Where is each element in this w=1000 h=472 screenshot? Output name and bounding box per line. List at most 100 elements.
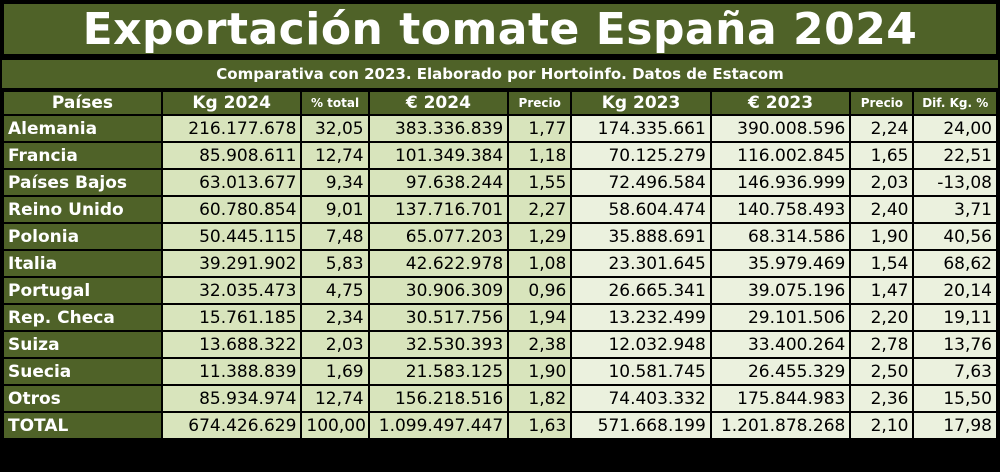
pct-total-cell: 2,03: [302, 332, 368, 357]
country-cell: Alemania: [4, 116, 161, 141]
kg-2023-cell: 70.125.279: [572, 143, 710, 168]
kg-2023-cell: 35.888.691: [572, 224, 710, 249]
table-row: Alemania 216.177.678 32,05 383.336.839 1,77 1…: [4, 116, 996, 141]
precio-2024-cell: 0,96: [509, 278, 571, 303]
country-cell: Italia: [4, 251, 161, 276]
kg-2023-cell: 13.232.499: [572, 305, 710, 330]
country-cell: Portugal: [4, 278, 161, 303]
header-pct-total: % total: [302, 92, 368, 114]
country-cell: Suecia: [4, 359, 161, 384]
kg-2024-cell: 85.908.611: [162, 143, 301, 168]
precio-2024-cell: 2,27: [509, 197, 571, 222]
pct-total-cell: 32,05: [302, 116, 368, 141]
country-cell: Rep. Checa: [4, 305, 161, 330]
precio-2023-cell: 2,78: [851, 332, 913, 357]
eur-2024-cell: 101.349.384: [369, 143, 508, 168]
country-cell: Polonia: [4, 224, 161, 249]
precio-2024-cell: 1,29: [509, 224, 571, 249]
eur-2024-cell: 30.517.756: [369, 305, 508, 330]
kg-2024-cell: 63.013.677: [162, 170, 301, 195]
eur-2023-cell: 29.101.506: [711, 305, 850, 330]
pct-total-cell: 100,00: [302, 413, 368, 438]
kg-2023-cell: 174.335.661: [572, 116, 710, 141]
kg-2024-cell: 15.761.185: [162, 305, 301, 330]
kg-2024-cell: 50.445.115: [162, 224, 301, 249]
dif-kg-cell: 7,63: [914, 359, 996, 384]
dif-kg-cell: 13,76: [914, 332, 996, 357]
kg-2023-cell: 10.581.745: [572, 359, 710, 384]
country-cell: Francia: [4, 143, 161, 168]
precio-2024-cell: 1,94: [509, 305, 571, 330]
table-header-row: Países Kg 2024 % total € 2024 Precio Kg …: [4, 92, 996, 114]
pct-total-cell: 12,74: [302, 386, 368, 411]
pct-total-cell: 9,01: [302, 197, 368, 222]
header-dif-kg-pct: Dif. Kg. %: [914, 92, 996, 114]
eur-2024-cell: 383.336.839: [369, 116, 508, 141]
eur-2024-cell: 32.530.393: [369, 332, 508, 357]
table-row: Países Bajos 63.013.677 9,34 97.638.244 1,55…: [4, 170, 996, 195]
precio-2023-cell: 2,03: [851, 170, 913, 195]
precio-2024-cell: 1,55: [509, 170, 571, 195]
table-row: Italia 39.291.902 5,83 42.622.978 1,08 23.301…: [4, 251, 996, 276]
precio-2023-cell: 2,36: [851, 386, 913, 411]
eur-2024-cell: 156.218.516: [369, 386, 508, 411]
eur-2023-cell: 116.002.845: [711, 143, 850, 168]
kg-2023-cell: 74.403.332: [572, 386, 710, 411]
kg-2023-cell: 23.301.645: [572, 251, 710, 276]
country-cell: Reino Unido: [4, 197, 161, 222]
kg-2023-cell: 571.668.199: [572, 413, 710, 438]
pct-total-cell: 4,75: [302, 278, 368, 303]
kg-2024-cell: 85.934.974: [162, 386, 301, 411]
eur-2024-cell: 21.583.125: [369, 359, 508, 384]
precio-2023-cell: 1,65: [851, 143, 913, 168]
dif-kg-cell: 15,50: [914, 386, 996, 411]
page-title: Exportación tomate España 2024: [2, 2, 998, 56]
kg-2024-cell: 39.291.902: [162, 251, 301, 276]
header-eur-2024: € 2024: [369, 92, 508, 114]
eur-2024-cell: 1.099.497.447: [369, 413, 508, 438]
kg-2023-cell: 26.665.341: [572, 278, 710, 303]
pct-total-cell: 1,69: [302, 359, 368, 384]
precio-2024-cell: 2,38: [509, 332, 571, 357]
kg-2024-cell: 674.426.629: [162, 413, 301, 438]
kg-2024-cell: 60.780.854: [162, 197, 301, 222]
eur-2024-cell: 137.716.701: [369, 197, 508, 222]
precio-2023-cell: 1,47: [851, 278, 913, 303]
kg-2023-cell: 58.604.474: [572, 197, 710, 222]
kg-2024-cell: 32.035.473: [162, 278, 301, 303]
precio-2024-cell: 1,82: [509, 386, 571, 411]
precio-2024-cell: 1,08: [509, 251, 571, 276]
pct-total-cell: 9,34: [302, 170, 368, 195]
eur-2024-cell: 30.906.309: [369, 278, 508, 303]
kg-2024-cell: 11.388.839: [162, 359, 301, 384]
country-cell: Suiza: [4, 332, 161, 357]
pct-total-cell: 5,83: [302, 251, 368, 276]
table-row: Suiza 13.688.322 2,03 32.530.393 2,38 12.032.…: [4, 332, 996, 357]
eur-2023-cell: 26.455.329: [711, 359, 850, 384]
pct-total-cell: 7,48: [302, 224, 368, 249]
table-row: Portugal 32.035.473 4,75 30.906.309 0,96 26.6…: [4, 278, 996, 303]
eur-2023-cell: 175.844.983: [711, 386, 850, 411]
country-cell: TOTAL: [4, 413, 161, 438]
dif-kg-cell: 17,98: [914, 413, 996, 438]
precio-2023-cell: 2,50: [851, 359, 913, 384]
kg-2023-cell: 12.032.948: [572, 332, 710, 357]
dif-kg-cell: 24,00: [914, 116, 996, 141]
dif-kg-cell: 3,71: [914, 197, 996, 222]
eur-2024-cell: 42.622.978: [369, 251, 508, 276]
eur-2023-cell: 390.008.596: [711, 116, 850, 141]
kg-2024-cell: 216.177.678: [162, 116, 301, 141]
dif-kg-cell: 19,11: [914, 305, 996, 330]
eur-2023-cell: 33.400.264: [711, 332, 850, 357]
table-row: Rep. Checa 15.761.185 2,34 30.517.756 1,94 13…: [4, 305, 996, 330]
eur-2023-cell: 1.201.878.268: [711, 413, 850, 438]
header-precio-2023: Precio: [851, 92, 913, 114]
precio-2024-cell: 1,63: [509, 413, 571, 438]
precio-2024-cell: 1,18: [509, 143, 571, 168]
kg-2023-cell: 72.496.584: [572, 170, 710, 195]
table-row: Otros 85.934.974 12,74 156.218.516 1,82 74.40…: [4, 386, 996, 411]
table-row: Polonia 50.445.115 7,48 65.077.203 1,29 35.88…: [4, 224, 996, 249]
precio-2024-cell: 1,90: [509, 359, 571, 384]
export-table: Países Kg 2024 % total € 2024 Precio Kg …: [2, 90, 998, 440]
precio-2023-cell: 2,20: [851, 305, 913, 330]
